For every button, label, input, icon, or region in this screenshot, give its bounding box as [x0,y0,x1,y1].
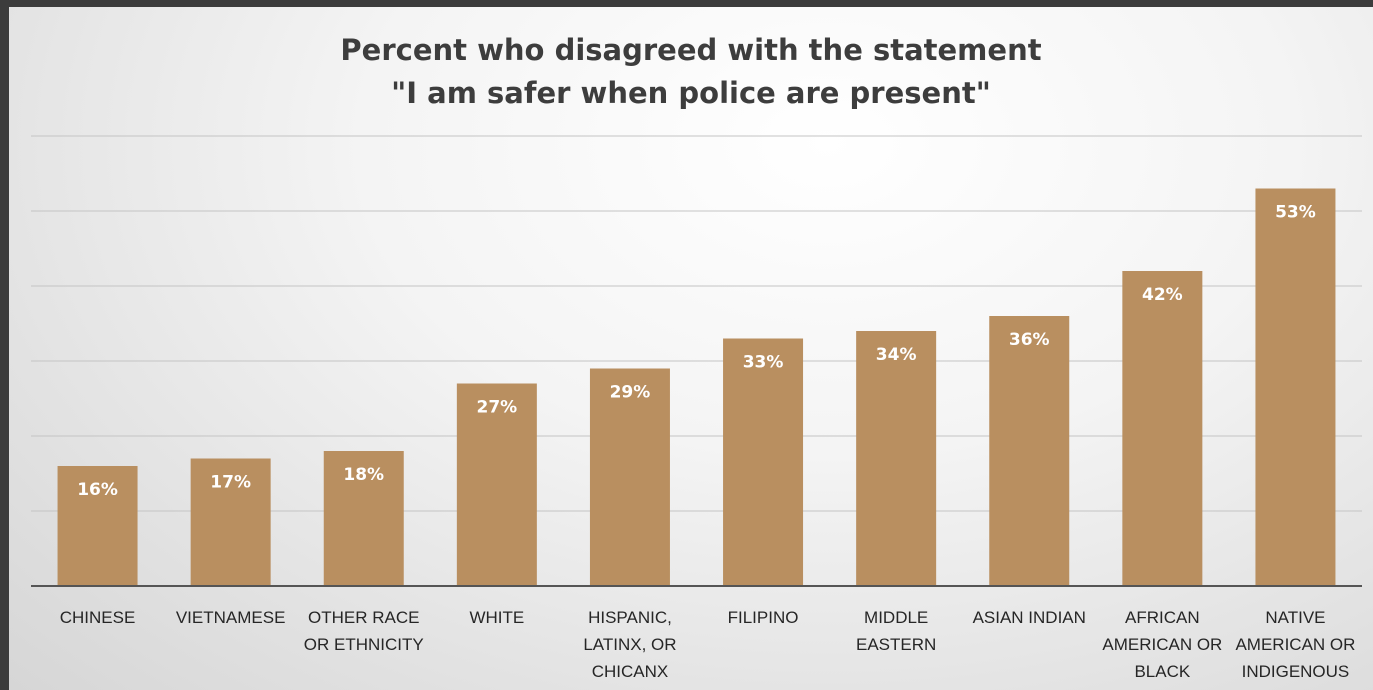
bar-9 [1255,188,1336,586]
bar-value-label-3: 27% [476,398,517,418]
value-labels: 16% 17% 18% 27% 29% 33% 34% 36% 42% 53% [77,203,1316,501]
category-label-6-line-0: MIDDLE [864,608,928,627]
category-label-4-line-2: CHICANX [592,662,669,681]
chart-title: Percent who disagreed with the statement… [9,29,1373,115]
bar-6 [856,331,937,586]
category-label-5: FILIPINO [728,608,799,627]
category-label-8-line-1: AMERICAN OR [1102,635,1222,654]
category-label-7-line-0: ASIAN INDIAN [973,608,1086,627]
bar-value-label-9: 53% [1275,203,1316,223]
category-label-2-line-1: OR ETHNICITY [304,635,424,654]
category-label-4-line-0: HISPANIC, [588,608,672,627]
category-label-9-line-2: INDIGENOUS [1242,662,1350,681]
category-label-3: WHITE [469,608,524,627]
bar-value-label-1: 17% [210,473,251,493]
bar-1 [190,458,271,586]
bar-chart: 16% 17% 18% 27% 29% 33% 34% 36% 42% 53% CHINESE VI… [31,135,1362,681]
bar-value-label-4: 29% [610,383,651,403]
chart-panel: Percent who disagreed with the statement… [9,7,1373,690]
bar-2 [323,451,404,586]
chart-title-line-1: Percent who disagreed with the statement [340,33,1042,67]
category-label-1: VIETNAMESE [176,608,286,627]
bar-3 [456,383,537,586]
bar-4 [589,368,670,586]
category-label-9-line-0: NATIVE [1265,608,1325,627]
bar-7 [989,316,1070,586]
category-label-2: OTHER RACE OR ETHNICITY [304,608,424,654]
category-label-6: MIDDLE EASTERN [856,608,936,654]
category-label-1-line-0: VIETNAMESE [176,608,286,627]
category-label-3-line-0: WHITE [469,608,524,627]
bars [57,188,1336,586]
bar-value-label-5: 33% [743,353,784,373]
category-label-4-line-1: LATINX, OR [583,635,676,654]
category-label-5-line-0: FILIPINO [728,608,799,627]
category-labels: CHINESE VIETNAMESE OTHER RACE OR ETHNICITY W… [60,608,1356,681]
bar-value-label-6: 34% [876,345,917,365]
bar-5 [723,338,804,586]
category-label-9-line-1: AMERICAN OR [1235,635,1355,654]
category-label-4: HISPANIC, LATINX, OR CHICANX [583,608,676,681]
category-label-0: CHINESE [60,608,136,627]
bar-0 [57,466,138,586]
bar-value-label-0: 16% [77,480,118,500]
category-label-2-line-0: OTHER RACE [308,608,419,627]
category-label-7: ASIAN INDIAN [973,608,1086,627]
category-label-6-line-1: EASTERN [856,635,936,654]
bar-value-label-8: 42% [1142,285,1183,305]
category-label-9: NATIVE AMERICAN OR INDIGENOUS [1235,608,1355,681]
bar-value-label-7: 36% [1009,330,1050,350]
category-label-8: AFRICAN AMERICAN OR BLACK [1102,608,1222,681]
category-label-0-line-0: CHINESE [60,608,136,627]
category-label-8-line-2: BLACK [1134,662,1190,681]
category-label-8-line-0: AFRICAN [1125,608,1200,627]
bar-value-label-2: 18% [343,465,384,485]
bar-8 [1122,271,1203,586]
chart-title-line-2: "I am safer when police are present" [391,76,991,110]
